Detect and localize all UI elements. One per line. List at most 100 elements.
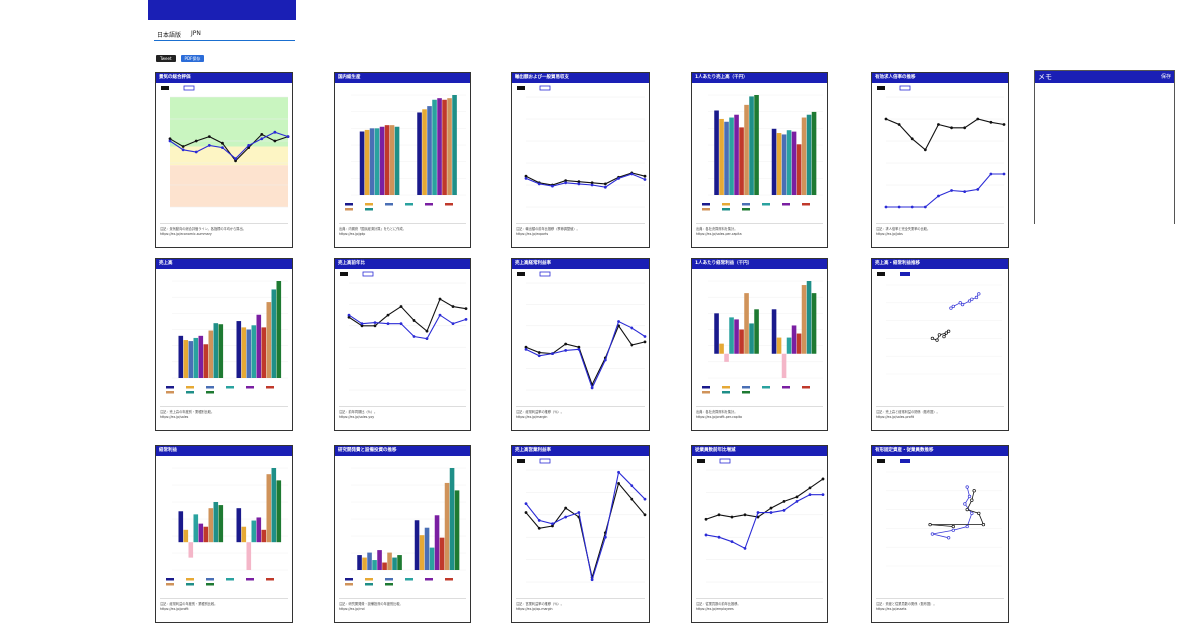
chart-plot — [340, 271, 468, 391]
source-link[interactable]: https://ex.jp/gdp — [339, 232, 366, 236]
source-link[interactable]: https://ex.jp/sales-per-capita — [696, 232, 742, 236]
source-link[interactable]: https://ex.jp/profit-per-capita — [696, 415, 742, 419]
source-link[interactable]: https://ex.jp/assets — [876, 607, 907, 611]
data-point — [221, 141, 224, 145]
data-point — [937, 194, 940, 198]
bar — [218, 505, 224, 543]
data-point — [782, 499, 786, 503]
data-point — [963, 502, 967, 506]
card-note: 注記：輸出額の前年比推移（季節調整値）。 — [516, 227, 580, 231]
card-footer: 注記：経常利益の年度別・業種別比較。 https://ex.jp/profit — [160, 598, 288, 612]
source-link[interactable]: https://ex.jp/profit — [160, 607, 189, 611]
source-link[interactable]: https://ex.jp/margin — [516, 415, 548, 419]
card-note: 注記：経常利益率の推移（％）。 — [516, 410, 564, 414]
source-link[interactable]: https://ex.jp/rnd — [339, 607, 365, 611]
legend-swatch — [166, 386, 174, 389]
bar — [183, 340, 189, 378]
data-point — [958, 301, 962, 305]
data-point — [347, 315, 351, 319]
tab-japanese[interactable]: 日本語版 — [157, 32, 182, 39]
bar — [188, 542, 194, 558]
series-line — [705, 478, 824, 520]
data-point — [551, 524, 554, 528]
memo-textarea[interactable] — [1035, 83, 1174, 224]
chart-plot — [702, 280, 823, 394]
data-point — [704, 517, 708, 521]
background-band — [170, 146, 288, 166]
source-link[interactable]: https://ex.jp/jobs — [876, 232, 903, 236]
bar — [218, 324, 224, 378]
chart-card: 売上高 注記：売上高の年度別・業種別比較。 https://ex.jp/sales — [155, 258, 293, 431]
memo-save-button[interactable]: 保存 — [1160, 74, 1171, 80]
data-point — [756, 511, 760, 514]
source-link[interactable]: https://ex.jp/op-margin — [516, 607, 553, 611]
source-link[interactable]: https://ex.jp/sales-profit — [876, 415, 914, 419]
card-footer: 注記：売上高の年度別・業種別比較。 https://ex.jp/sales — [160, 406, 288, 420]
data-point — [884, 205, 888, 209]
bar — [714, 313, 719, 354]
source-link[interactable]: https://ex.jp/sales — [160, 415, 189, 419]
data-point — [989, 120, 993, 124]
bar — [389, 125, 395, 195]
source-link[interactable]: https://ex.jp/exports — [516, 232, 549, 236]
tab-jpn[interactable]: JPN — [191, 30, 201, 37]
legend-swatch — [385, 578, 393, 581]
chart-card: 景気の総合評価 注記：景気動向の総合評価ライン。各指標の平均から算出。 https:… — [155, 72, 293, 248]
bar — [178, 335, 184, 378]
legend-swatch — [899, 85, 911, 91]
data-point — [630, 484, 634, 488]
legend-swatch — [186, 578, 194, 581]
data-point — [603, 185, 607, 189]
source-link[interactable]: https://ex.jp/sales-yoy — [339, 415, 375, 419]
bar — [417, 112, 422, 195]
data-point — [537, 182, 541, 186]
legend-swatch — [517, 272, 525, 276]
series-line — [169, 133, 289, 162]
data-point — [643, 497, 647, 501]
data-point — [910, 137, 914, 141]
data-point — [221, 146, 224, 149]
tweet-button[interactable]: Tweet — [156, 55, 176, 62]
bar — [392, 557, 397, 570]
bar — [178, 511, 184, 543]
data-point — [273, 139, 277, 143]
data-point — [756, 515, 760, 519]
data-point — [425, 329, 429, 333]
bar — [369, 128, 375, 195]
data-point — [970, 498, 974, 502]
bar — [729, 117, 734, 195]
card-footer: 注記：資産と従業員数の関係（散布図）。 https://ex.jp/assets — [876, 598, 1004, 612]
source-link[interactable]: https://ex.jp/economic-summary — [160, 232, 212, 236]
bar — [359, 131, 365, 195]
bar — [276, 281, 282, 378]
bar — [434, 515, 440, 570]
legend-swatch — [186, 386, 194, 389]
data-point — [643, 178, 647, 181]
data-point — [286, 135, 290, 138]
bar — [744, 104, 749, 195]
data-point — [967, 299, 972, 303]
bar — [266, 474, 272, 543]
pdf-save-button[interactable]: PDF保存 — [180, 55, 205, 62]
bar — [251, 325, 257, 378]
chart-card: 有形固定資産・従業員数推移 注記：資産と従業員数の関係（散布図）。 https://… — [871, 445, 1009, 623]
legend-swatch — [405, 578, 413, 581]
data-point — [923, 205, 927, 209]
source-link[interactable]: https://ex.jp/employees — [696, 607, 734, 611]
bar — [266, 302, 272, 378]
legend-swatch — [166, 583, 174, 586]
data-point — [630, 343, 634, 347]
series-line — [525, 471, 646, 580]
legend-swatch — [166, 391, 174, 394]
data-point — [972, 489, 976, 493]
legend-swatch — [722, 208, 730, 211]
bar — [811, 293, 817, 354]
bar — [387, 552, 392, 570]
legend-swatch — [445, 203, 453, 206]
legend-swatch — [722, 391, 730, 394]
legend-swatch — [762, 386, 770, 389]
legend-swatch — [345, 578, 353, 581]
legend-swatch — [802, 203, 810, 206]
legend-swatch — [226, 578, 234, 581]
divider — [154, 40, 295, 41]
